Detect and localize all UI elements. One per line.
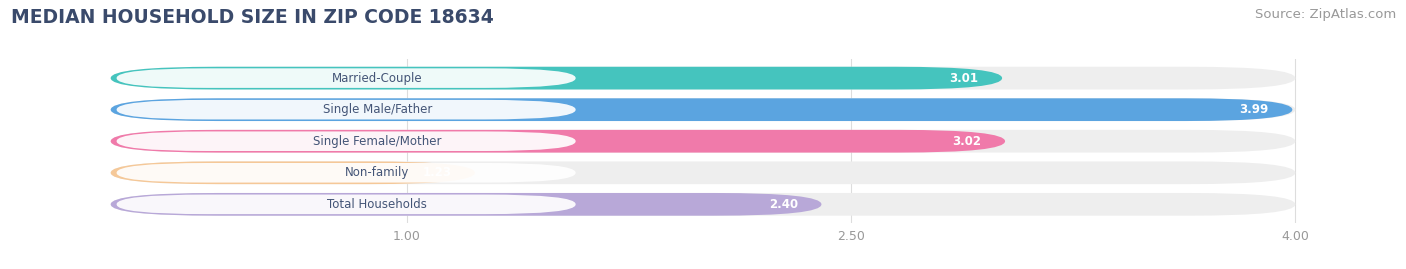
- FancyBboxPatch shape: [117, 132, 575, 151]
- FancyBboxPatch shape: [111, 130, 1295, 153]
- Text: Source: ZipAtlas.com: Source: ZipAtlas.com: [1256, 8, 1396, 21]
- FancyBboxPatch shape: [111, 193, 1295, 216]
- FancyBboxPatch shape: [117, 100, 575, 119]
- FancyBboxPatch shape: [111, 161, 1295, 184]
- Text: 3.02: 3.02: [952, 135, 981, 148]
- FancyBboxPatch shape: [111, 98, 1295, 121]
- Text: Single Female/Mother: Single Female/Mother: [314, 135, 441, 148]
- Text: Non-family: Non-family: [344, 166, 409, 179]
- Text: 3.99: 3.99: [1240, 103, 1268, 116]
- Text: Total Households: Total Households: [328, 198, 427, 211]
- FancyBboxPatch shape: [111, 193, 821, 216]
- Text: Married-Couple: Married-Couple: [332, 72, 423, 85]
- FancyBboxPatch shape: [117, 194, 575, 214]
- Text: MEDIAN HOUSEHOLD SIZE IN ZIP CODE 18634: MEDIAN HOUSEHOLD SIZE IN ZIP CODE 18634: [11, 8, 494, 27]
- FancyBboxPatch shape: [117, 163, 575, 183]
- FancyBboxPatch shape: [111, 161, 475, 184]
- Text: Single Male/Father: Single Male/Father: [322, 103, 432, 116]
- FancyBboxPatch shape: [111, 98, 1292, 121]
- FancyBboxPatch shape: [111, 67, 1295, 90]
- FancyBboxPatch shape: [111, 67, 1002, 90]
- Text: 3.01: 3.01: [949, 72, 979, 85]
- FancyBboxPatch shape: [117, 68, 575, 88]
- FancyBboxPatch shape: [111, 130, 1005, 153]
- Text: 1.23: 1.23: [422, 166, 451, 179]
- Text: 2.40: 2.40: [769, 198, 797, 211]
